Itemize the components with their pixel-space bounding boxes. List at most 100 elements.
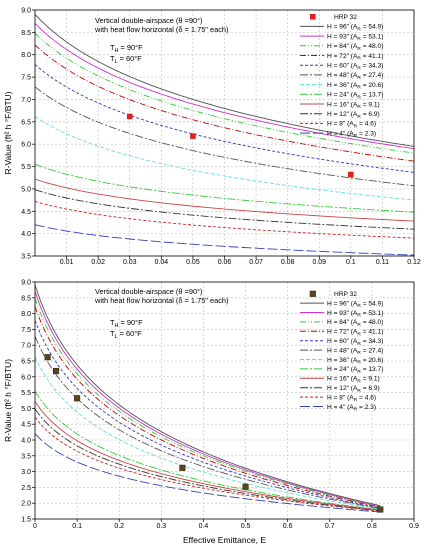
legend-label-value: = 2.3) bbox=[357, 130, 376, 137]
legend-label-subscript: R bbox=[357, 65, 361, 71]
series-line bbox=[34, 336, 381, 510]
legend-label: H = 12" (AR = 6.9) bbox=[327, 385, 380, 394]
legend-label-value: = 13.7) bbox=[361, 92, 384, 99]
y-tick-label: 8.0 bbox=[21, 311, 31, 318]
legend-label-subscript: R bbox=[357, 331, 361, 337]
legend-label: H = 8" (AR = 4.6) bbox=[327, 394, 376, 403]
legend-label-subscript: R bbox=[357, 388, 361, 394]
legend-label-text: H = 93" (A bbox=[327, 310, 358, 317]
y-tick-label: 8.0 bbox=[21, 52, 31, 59]
x-tick-label: 0.05 bbox=[186, 259, 200, 266]
legend-label: H = 36" (AR = 20.6) bbox=[327, 82, 383, 91]
legend-label-value: = 34.3) bbox=[361, 338, 384, 345]
y-tick-label: 7.5 bbox=[21, 75, 31, 82]
legend-label-text: H = 24" (A bbox=[327, 366, 358, 373]
series-group bbox=[34, 285, 381, 513]
legend-label: H = 84" (AR = 48.0) bbox=[327, 319, 383, 328]
annotation-line2: with heat flow horizontal (δ = 1.75" eac… bbox=[94, 296, 228, 305]
y-tick-label: 5.5 bbox=[21, 164, 31, 171]
series-line bbox=[34, 357, 381, 510]
x-tick-label: 0.11 bbox=[376, 259, 389, 266]
series-line bbox=[34, 320, 381, 509]
annotation-th-subscript: H bbox=[115, 323, 119, 329]
annotation-tl-subscript: L bbox=[115, 59, 118, 65]
y-tick-label: 7.5 bbox=[21, 327, 31, 334]
legend-label-value: = 9.1) bbox=[361, 101, 380, 108]
legend-label-subscript: R bbox=[357, 322, 361, 328]
legend-label-subscript: R bbox=[357, 378, 361, 384]
legend-label-text: H = 96" (A bbox=[327, 300, 358, 307]
legend-label-subscript: R bbox=[357, 75, 361, 81]
legend-label-subscript: R bbox=[354, 133, 358, 139]
y-tick-label: 3.5 bbox=[21, 254, 31, 261]
legend-label-subscript: R bbox=[354, 124, 358, 130]
legend-label-text: H = 36" (A bbox=[327, 82, 358, 89]
x-tick-label: 0.12 bbox=[407, 259, 421, 266]
legend-label-subscript: R bbox=[357, 303, 361, 309]
legend-label-value: = 53.1) bbox=[361, 310, 384, 317]
legend-label-subscript: R bbox=[357, 369, 361, 375]
legend-label-value: = 13.7) bbox=[361, 366, 384, 373]
legend-label: H = 8" (AR = 4.6) bbox=[327, 121, 376, 130]
legend-label-text: H = 4" (A bbox=[327, 404, 354, 411]
legend-label-text: H = 72" (A bbox=[327, 53, 358, 60]
legend-label-subscript: R bbox=[357, 94, 361, 100]
x-tick-label: 0.01 bbox=[60, 259, 74, 266]
x-tick-label: 0.03 bbox=[123, 259, 137, 266]
x-tick-label: 0 bbox=[33, 523, 37, 530]
y-tick-label: 6.5 bbox=[21, 119, 31, 126]
legend-label: H = 84" (AR = 48.0) bbox=[327, 43, 383, 52]
series-group bbox=[34, 14, 415, 256]
legend-label: H = 96" (AR = 54.9) bbox=[327, 300, 383, 309]
legend: HRP 32H = 96" (AR = 54.9)H = 93" (AR = 5… bbox=[300, 290, 384, 413]
legend-label: H = 72" (AR = 41.1) bbox=[327, 53, 383, 62]
hrp-marker bbox=[377, 506, 384, 513]
annotation-tl-symbol: T bbox=[110, 54, 115, 63]
y-tick-label: 5.5 bbox=[21, 390, 31, 397]
legend-label: H = 93" (AR = 53.1) bbox=[327, 310, 383, 319]
annotation-tl-value: = 60°F bbox=[118, 329, 143, 338]
series-line bbox=[34, 390, 381, 511]
series-line bbox=[34, 14, 415, 147]
legend-label-value: = 20.6) bbox=[361, 82, 384, 89]
legend-label-value: = 6.9) bbox=[361, 385, 380, 392]
legend-label-text: H = 84" (A bbox=[327, 43, 358, 50]
annotation-tl-value: = 60°F bbox=[118, 54, 143, 63]
hrp-marker bbox=[126, 113, 133, 120]
annotation-line1: Vertical double-airspace (θ =90°) bbox=[95, 16, 203, 25]
legend-label-subscript: R bbox=[357, 313, 361, 319]
legend: HRP 32H = 96" (AR = 54.9)H = 93" (AR = 5… bbox=[300, 14, 383, 139]
legend-label-text: H = 60" (A bbox=[327, 63, 358, 70]
legend-label-value: = 54.9) bbox=[361, 24, 384, 31]
legend-label: H = 16" (AR = 9.1) bbox=[327, 101, 380, 110]
annotation-line2: with heat flow horizontal (δ = 1.75" eac… bbox=[94, 25, 228, 34]
hrp-marker bbox=[348, 171, 354, 178]
legend-label: H = 48" (AR = 27.4) bbox=[327, 347, 383, 356]
hrp-marker bbox=[44, 354, 51, 361]
legend-label: H = 72" (AR = 41.1) bbox=[327, 329, 383, 338]
legend-label-value: = 53.1) bbox=[361, 33, 384, 40]
series-line bbox=[34, 189, 415, 230]
legend-label-value: = 41.1) bbox=[361, 329, 384, 336]
legend-label-text: H = 84" (A bbox=[327, 319, 358, 326]
legend-label-subscript: R bbox=[357, 85, 361, 91]
x-tick-label: 0.8 bbox=[367, 523, 377, 530]
legend-label-value: = 27.4) bbox=[361, 72, 384, 79]
y-tick-label: 3.0 bbox=[21, 469, 31, 476]
y-tick-label: 6.0 bbox=[21, 374, 31, 381]
legend-label-text: H = 36" (A bbox=[327, 357, 358, 364]
y-tick-label: 9.0 bbox=[21, 8, 31, 15]
series-line bbox=[34, 200, 415, 239]
series-line bbox=[34, 163, 415, 213]
legend-label-text: H = 8" (A bbox=[327, 121, 354, 128]
y-axis-title: R-Value (ft² h °F/BTU) bbox=[3, 91, 13, 174]
hrp-marker bbox=[74, 395, 81, 402]
legend-label-text: H = 12" (A bbox=[327, 111, 358, 118]
series-line bbox=[34, 306, 381, 508]
x-tick-label: 0.2 bbox=[114, 523, 124, 530]
legend-label: H = 36" (AR = 20.6) bbox=[327, 357, 383, 366]
series-line bbox=[34, 285, 381, 507]
x-tick-label: 0.06 bbox=[218, 259, 232, 266]
legend-marker-hrp bbox=[309, 290, 316, 297]
